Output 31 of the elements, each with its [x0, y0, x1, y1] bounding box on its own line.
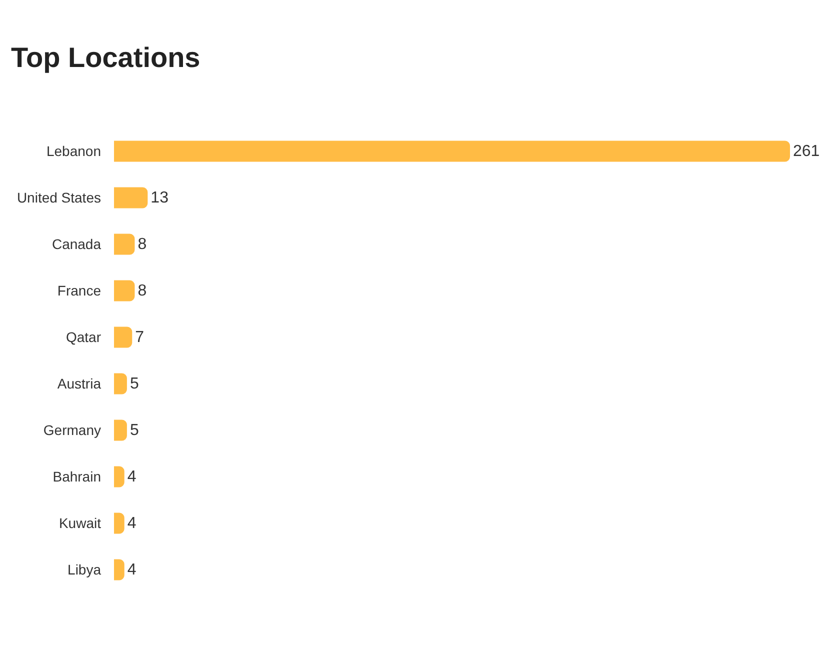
bar	[114, 420, 127, 441]
y-tick-label: United States	[16, 190, 101, 206]
bar	[114, 140, 790, 162]
y-tick-label: Qatar	[66, 329, 102, 346]
data-label: 4	[127, 561, 136, 578]
y-tick-label: France	[57, 282, 102, 299]
data-label: 5	[130, 422, 139, 439]
data-label: 4	[127, 468, 136, 486]
data-label: 5	[130, 375, 139, 392]
bar	[114, 280, 135, 302]
data-label: 8	[138, 282, 147, 300]
bar	[114, 512, 124, 534]
data-label: 13	[150, 189, 169, 206]
bar	[114, 373, 127, 394]
y-tick-label: Austria	[57, 376, 102, 392]
bar	[114, 466, 124, 488]
data-label: 7	[135, 328, 144, 346]
chart-title: Top Locations	[11, 42, 200, 73]
bar	[114, 187, 148, 208]
y-tick-label: Lebanon	[46, 143, 101, 160]
y-tick-label: Germany	[43, 422, 101, 438]
y-tick-label: Canada	[52, 236, 102, 252]
bar	[114, 326, 132, 348]
y-tick-label: Libya	[68, 562, 102, 578]
data-label: 261	[793, 142, 820, 160]
data-label: 8	[138, 236, 147, 253]
y-tick-label: Kuwait	[58, 515, 102, 532]
bar	[114, 559, 124, 580]
y-tick-label: Bahrain	[52, 468, 101, 485]
data-label: 4	[127, 514, 136, 532]
bar	[114, 234, 135, 255]
